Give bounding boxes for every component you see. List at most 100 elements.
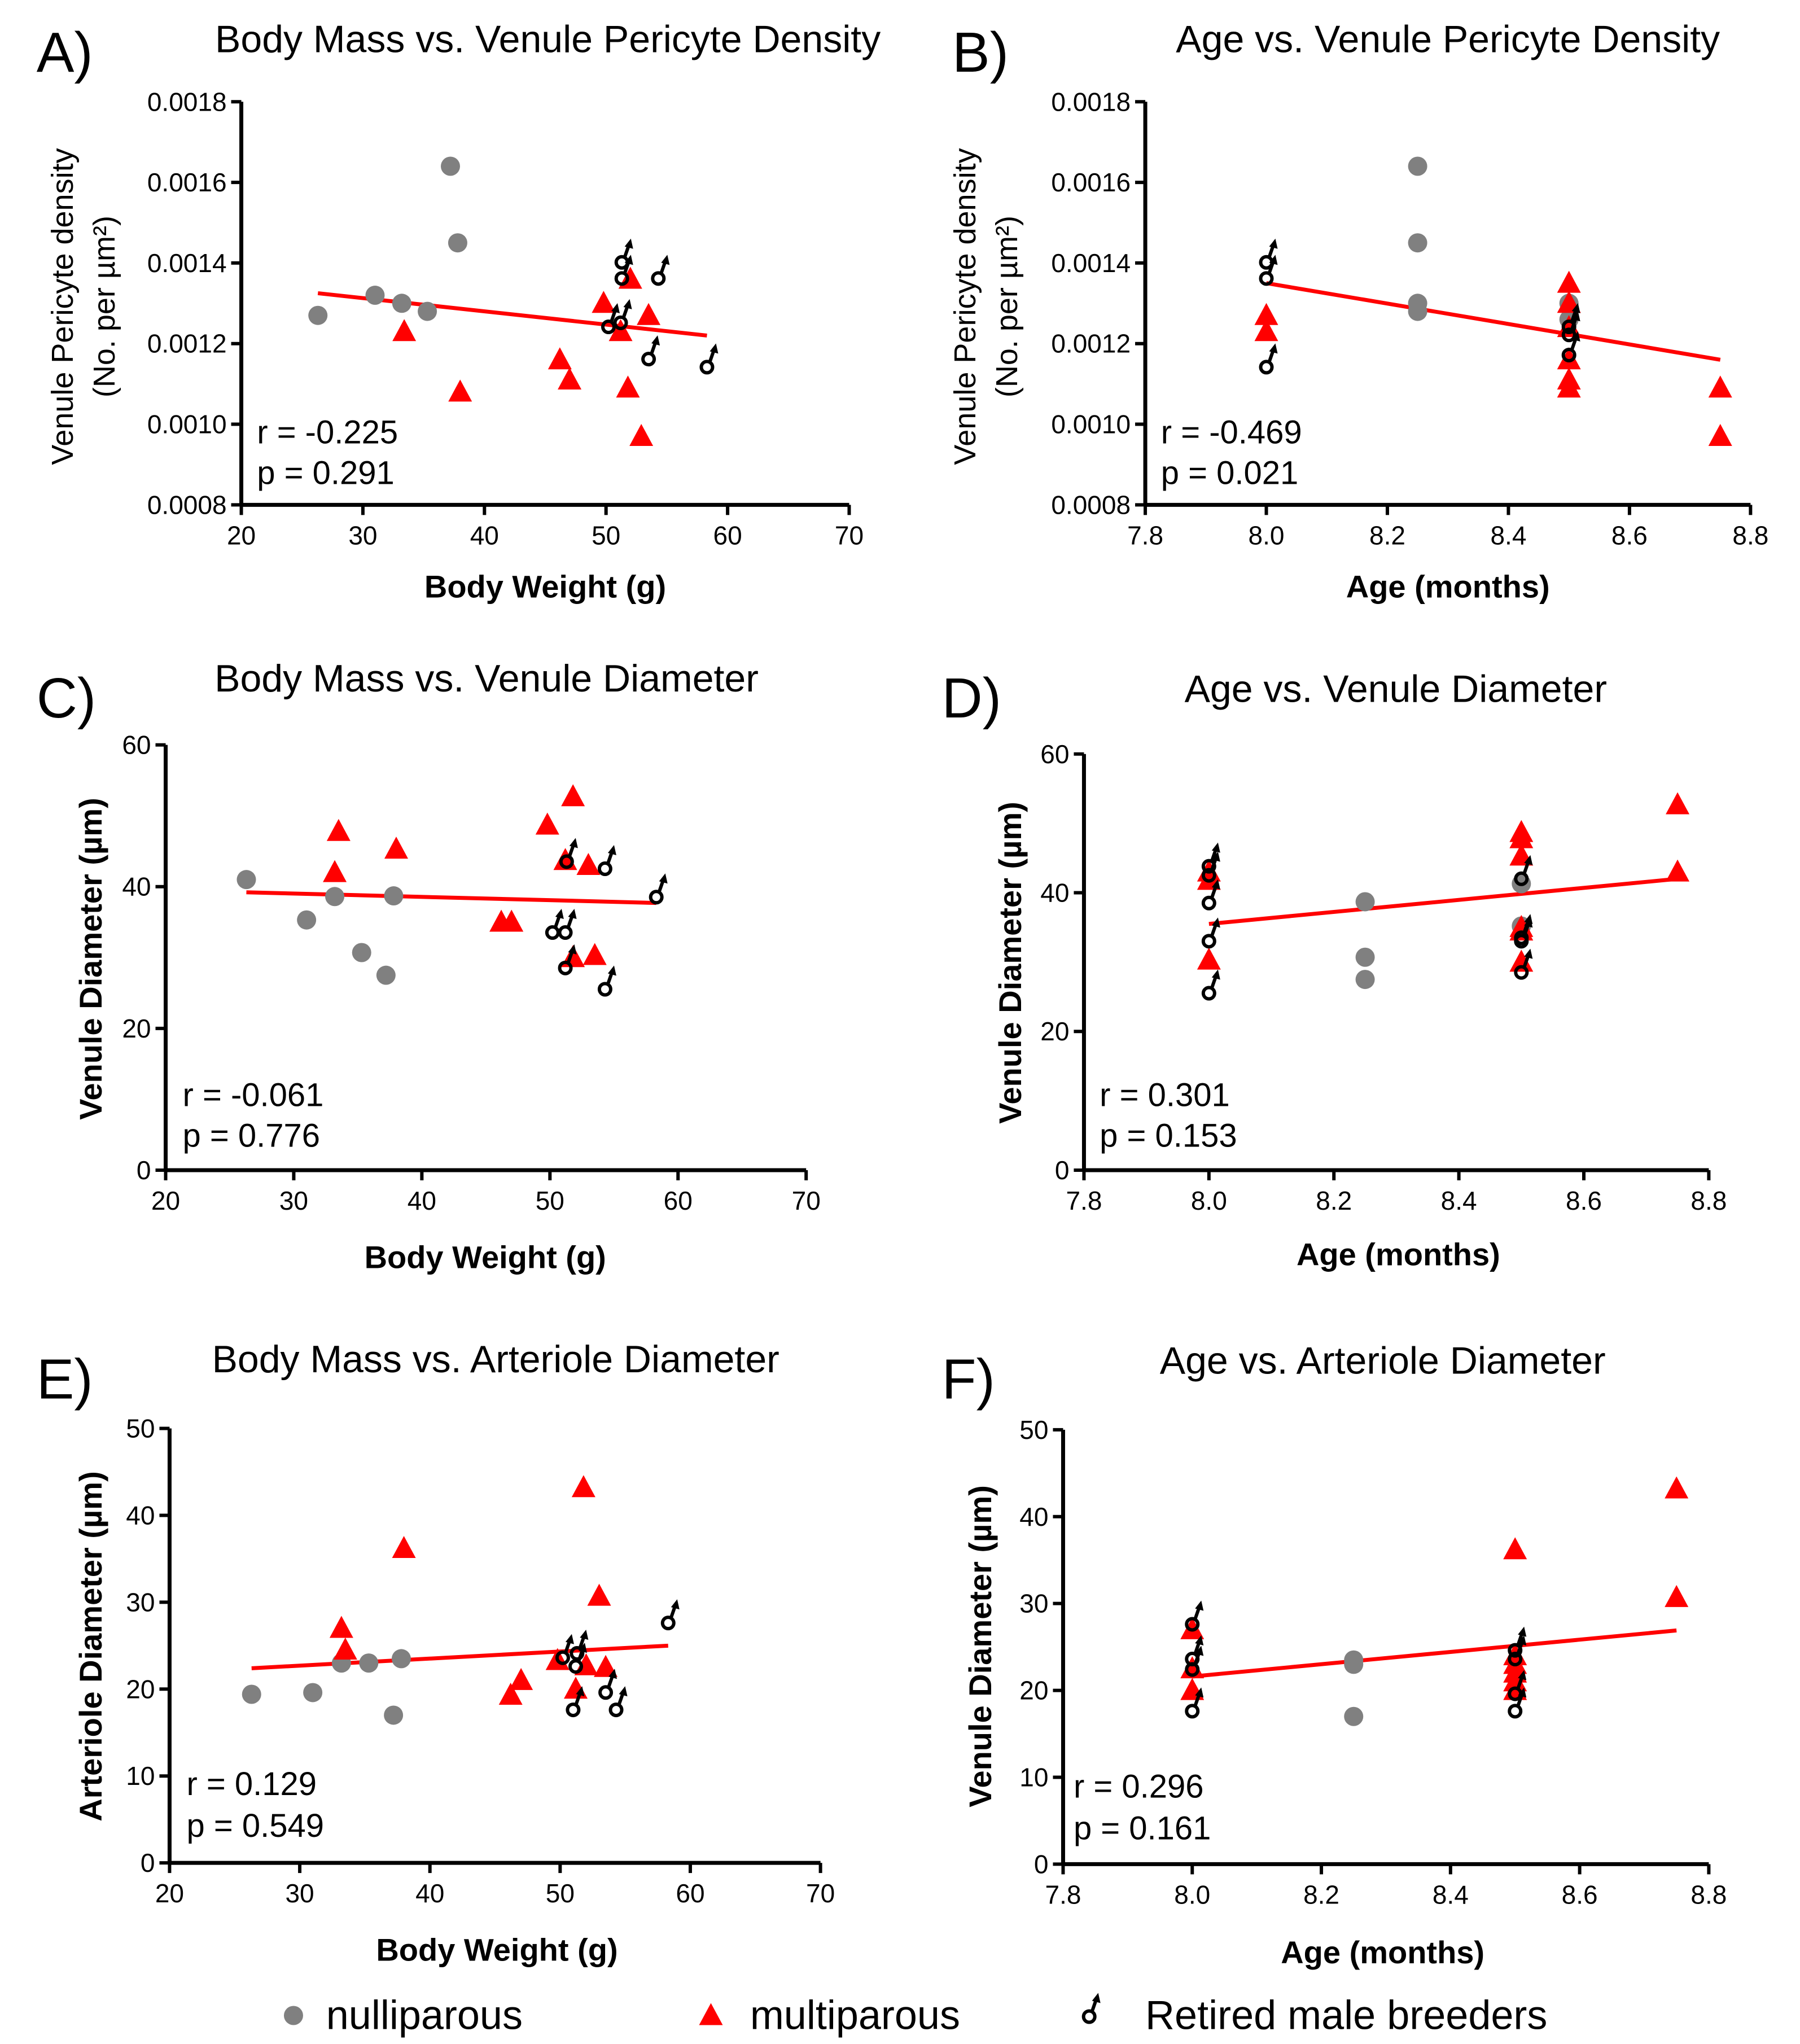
y-tick-label: 20 [1019, 1676, 1048, 1705]
data-point-males [601, 303, 620, 335]
x-axis-label: Body Weight (g) [376, 1932, 617, 1967]
y-tick-label: 0.0014 [147, 248, 227, 278]
y-tick-label: 50 [1019, 1415, 1048, 1445]
chart-title: Body Mass vs. Venule Pericyte Density [215, 17, 881, 60]
y-tick-label: 30 [126, 1587, 155, 1617]
data-point-multiparous [616, 375, 640, 398]
y-tick-label: 30 [1019, 1589, 1048, 1618]
legend-item-male-symbol: Retired male breeders [1081, 1993, 1547, 2038]
data-point-males [1201, 917, 1220, 949]
chart-title: Age vs. Arteriole Diameter [1160, 1339, 1606, 1382]
x-axis-label: Age (months) [1346, 568, 1550, 604]
data-point-nulliparous [1355, 892, 1375, 912]
data-point-males [1259, 343, 1278, 375]
data-point-males [555, 1634, 574, 1665]
x-axis-label: Body Weight (g) [365, 1239, 606, 1275]
x-tick-label: 8.8 [1690, 1186, 1727, 1215]
regression-line [1208, 877, 1678, 926]
x-tick-label: 50 [546, 1879, 575, 1908]
data-point-nulliparous [237, 870, 256, 890]
x-tick-label: 30 [348, 520, 377, 550]
x-tick-label: 8.4 [1433, 1880, 1469, 1909]
data-point-males [1508, 1635, 1527, 1667]
x-tick-label: 8.6 [1611, 520, 1648, 550]
data-point-nulliparous [391, 1649, 411, 1669]
series-multiparous [1254, 270, 1732, 446]
series-males [1201, 842, 1533, 1001]
y-axis-label: Venule Diameter (µm) [992, 802, 1028, 1124]
data-point-nulliparous [1355, 947, 1375, 967]
series-males [601, 238, 719, 375]
series-males [1185, 1600, 1527, 1719]
y-tick-label: 20 [122, 1014, 151, 1043]
x-tick-label: 30 [279, 1186, 308, 1215]
data-point-males [1514, 855, 1533, 886]
data-point-multiparous [558, 367, 582, 389]
y-tick-label: 60 [122, 730, 151, 760]
data-point-males [1201, 879, 1220, 911]
panel-c: C) Body Mass vs. Venule Diameter020406020… [37, 657, 821, 1275]
data-point-multiparous [576, 853, 601, 876]
y-tick-label: 40 [126, 1500, 155, 1530]
data-point-nulliparous [1408, 156, 1427, 176]
panel-letter: F) [942, 1347, 995, 1411]
x-axis-label: Body Weight (g) [424, 568, 666, 604]
circle-icon [283, 2006, 303, 2025]
data-point-multiparous [535, 812, 559, 835]
x-tick-label: 20 [227, 520, 256, 550]
data-point-multiparous [1666, 859, 1690, 882]
legend-item-triangle: multiparous [699, 1993, 960, 2038]
data-point-multiparous [1708, 423, 1732, 446]
data-point-multiparous [448, 379, 472, 402]
data-point-males [660, 1599, 680, 1631]
data-point-multiparous [509, 1667, 533, 1690]
y-axis-label: Arteriole Diameter (µm) [73, 1471, 108, 1821]
legend-item-circle: nulliparous [283, 1993, 523, 2038]
data-point-nulliparous [1355, 970, 1375, 990]
y-axis-label: Venule Diameter (µm) [962, 1485, 998, 1807]
legend-label: Retired male breeders [1145, 1993, 1547, 2038]
x-axis-label: Age (months) [1297, 1237, 1500, 1272]
data-point-males [608, 1686, 628, 1718]
data-point-multiparous [1708, 375, 1732, 398]
x-tick-label: 7.8 [1127, 520, 1163, 550]
x-tick-label: 7.8 [1045, 1880, 1081, 1909]
y-tick-label: 50 [126, 1414, 155, 1443]
y-tick-label: 0.0012 [1051, 329, 1131, 358]
data-point-males [641, 335, 660, 367]
p-value: p = 0.161 [1074, 1810, 1211, 1847]
data-point-multiparous [594, 1655, 618, 1677]
x-tick-label: 50 [592, 520, 620, 550]
data-point-multiparous [1557, 347, 1581, 370]
regression-line [251, 1643, 668, 1670]
x-tick-label: 60 [713, 520, 742, 550]
data-point-multiparous [1557, 375, 1581, 398]
y-tick-label: 0.0008 [147, 490, 227, 519]
x-tick-label: 8.4 [1490, 520, 1526, 550]
series-multiparous [1180, 1476, 1689, 1700]
r-value: r = 0.296 [1074, 1769, 1204, 1805]
data-point-nulliparous [1344, 1706, 1364, 1726]
chart-title: Age vs. Venule Diameter [1185, 667, 1607, 710]
r-value: r = -0.061 [183, 1077, 324, 1114]
r-value: r = 0.129 [186, 1766, 317, 1802]
x-tick-label: 60 [676, 1879, 704, 1908]
data-point-multiparous [561, 784, 585, 807]
y-tick-label: 60 [1040, 739, 1069, 769]
data-point-multiparous [333, 1638, 357, 1660]
data-point-multiparous [329, 1616, 353, 1638]
y-tick-label: 0.0018 [1051, 87, 1131, 116]
x-tick-label: 60 [664, 1186, 693, 1215]
x-tick-label: 8.4 [1441, 1186, 1477, 1215]
data-point-multiparous [326, 819, 351, 841]
legend: nulliparous multiparous Retired male breed… [283, 1993, 1547, 2038]
data-point-multiparous [1254, 319, 1278, 342]
x-tick-label: 8.2 [1303, 1880, 1339, 1909]
data-point-males [558, 909, 577, 940]
data-point-males [699, 343, 719, 375]
x-tick-label: 8.0 [1174, 1880, 1210, 1909]
panel-letter: D) [942, 667, 1002, 730]
data-point-nulliparous [303, 1683, 323, 1702]
r-value: r = 0.301 [1100, 1077, 1230, 1114]
p-value: p = 0.153 [1100, 1117, 1237, 1154]
